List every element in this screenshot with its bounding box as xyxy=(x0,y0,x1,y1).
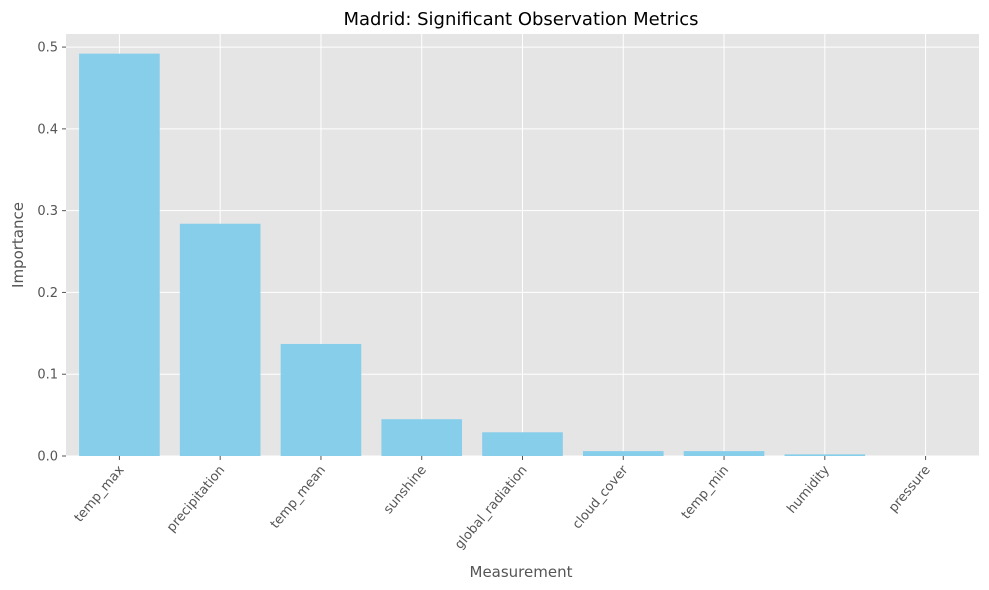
chart-title: Madrid: Significant Observation Metrics xyxy=(344,9,699,30)
x-tick-label: pressure xyxy=(886,463,934,516)
y-tick-label: 0.3 xyxy=(37,204,58,219)
x-tick-label: cloud_cover xyxy=(570,462,632,532)
y-axis-ticks: 0.0 0.1 0.2 0.3 0.4 0.5 xyxy=(37,41,66,465)
bar-temp-mean xyxy=(280,343,362,456)
y-tick-label: 0.0 xyxy=(37,450,58,465)
bars xyxy=(79,53,866,457)
bar-cloud-cover xyxy=(582,451,664,456)
bar-temp-min xyxy=(683,451,765,456)
x-tick-label: humidity xyxy=(784,463,833,517)
x-axis-title: Measurement xyxy=(470,563,573,581)
x-tick-label: sunshine xyxy=(381,463,430,517)
x-tick-label: temp_mean xyxy=(268,463,329,532)
bar-sunshine xyxy=(381,419,463,456)
y-tick-label: 0.1 xyxy=(37,368,58,383)
bar-temp-max xyxy=(79,53,160,457)
y-tick-label: 0.2 xyxy=(37,286,58,301)
bar-humidity xyxy=(784,454,866,456)
x-tick-label: temp_min xyxy=(679,463,732,522)
x-axis-ticks: temp_max precipitation temp_mean sunshine gl… xyxy=(72,456,934,552)
y-tick-label: 0.4 xyxy=(37,122,58,137)
y-axis-title: Importance xyxy=(9,202,27,288)
bar-global-radiation xyxy=(482,432,563,456)
x-tick-label: temp_max xyxy=(72,463,128,526)
x-tick-label: precipitation xyxy=(164,463,228,535)
bar-precipitation xyxy=(179,223,261,456)
x-tick-label: global_radiation xyxy=(452,463,530,552)
y-tick-label: 0.5 xyxy=(37,41,58,56)
